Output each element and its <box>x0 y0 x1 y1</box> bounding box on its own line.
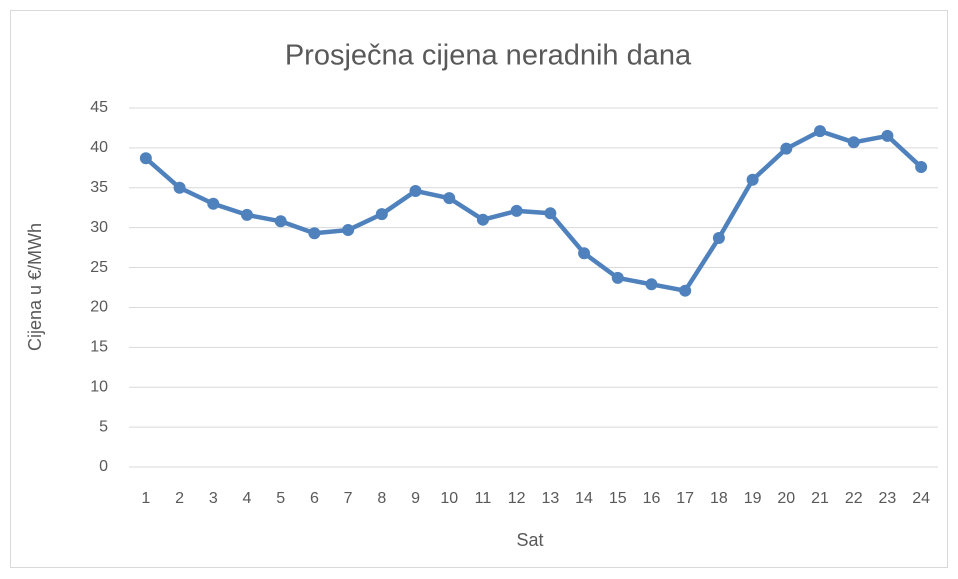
data-point <box>847 136 860 149</box>
data-point <box>544 207 557 220</box>
x-tick-label: 20 <box>777 490 795 507</box>
x-tick-label: 10 <box>440 490 458 507</box>
y-tick-label: 30 <box>90 219 108 236</box>
x-tick-label: 12 <box>508 490 526 507</box>
chart-border <box>10 10 948 568</box>
x-tick-label: 2 <box>175 490 184 507</box>
y-tick-label: 20 <box>90 299 108 316</box>
data-point <box>915 161 928 174</box>
x-tick-label: 9 <box>411 490 420 507</box>
data-point <box>746 173 759 186</box>
data-point <box>881 129 894 142</box>
data-point <box>375 208 388 221</box>
y-tick-label: 45 <box>90 99 108 116</box>
data-point <box>342 224 355 237</box>
data-point <box>274 215 287 228</box>
y-tick-label: 40 <box>90 139 108 156</box>
data-point <box>443 192 456 205</box>
x-tick-label: 6 <box>310 490 319 507</box>
x-tick-label: 1 <box>141 490 150 507</box>
y-tick-label: 10 <box>90 378 108 395</box>
x-tick-label: 17 <box>676 490 694 507</box>
x-tick-label: 23 <box>879 490 897 507</box>
data-point <box>814 125 827 138</box>
data-point <box>645 278 658 291</box>
data-point <box>679 284 692 297</box>
x-tick-label: 16 <box>643 490 661 507</box>
x-tick-label: 13 <box>541 490 559 507</box>
data-point <box>139 152 152 165</box>
x-axis-label: Sat <box>516 530 543 550</box>
x-tick-label: 5 <box>276 490 285 507</box>
y-tick-label: 0 <box>99 458 108 475</box>
x-tick-label: 4 <box>243 490 252 507</box>
x-tick-label: 22 <box>845 490 863 507</box>
x-tick-label: 24 <box>912 490 930 507</box>
data-point <box>173 181 186 194</box>
x-tick-label: 8 <box>377 490 386 507</box>
data-point <box>308 227 321 240</box>
y-tick-label: 5 <box>99 418 108 435</box>
x-tick-label: 18 <box>710 490 728 507</box>
x-tick-label: 11 <box>475 490 492 507</box>
x-tick-label: 7 <box>344 490 353 507</box>
data-point <box>510 204 523 217</box>
data-point <box>207 197 220 210</box>
data-point <box>240 208 253 221</box>
y-tick-label: 25 <box>90 259 108 276</box>
x-tick-label: 14 <box>575 490 593 507</box>
data-point <box>712 232 725 245</box>
y-tick-label: 35 <box>90 179 108 196</box>
y-tick-label: 15 <box>90 339 108 356</box>
x-tick-label: 19 <box>744 490 762 507</box>
chart-title: Prosječna cijena neradnih dana <box>285 40 692 72</box>
data-point <box>578 247 591 260</box>
data-point <box>409 184 422 197</box>
x-tick-label: 21 <box>811 490 829 507</box>
data-point <box>611 271 624 284</box>
data-point <box>476 213 489 226</box>
x-tick-label: 3 <box>209 490 218 507</box>
x-tick-label: 15 <box>609 490 627 507</box>
y-axis-label: Cijena u €/MWh <box>25 223 45 351</box>
data-point <box>780 142 793 155</box>
